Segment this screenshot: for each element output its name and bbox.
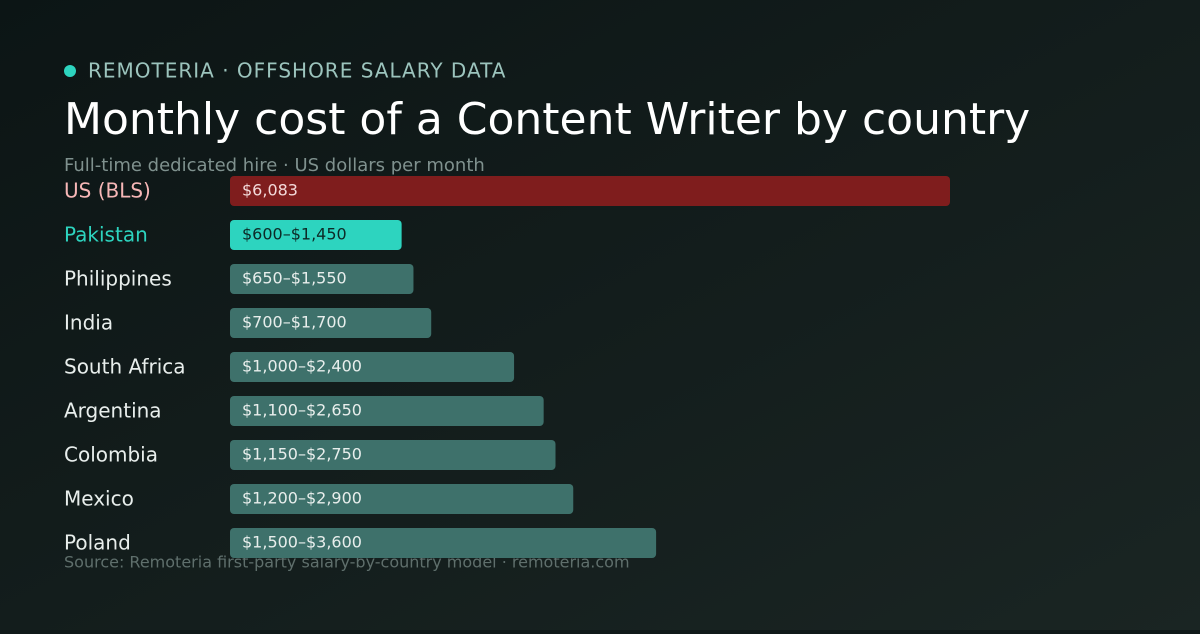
bar xyxy=(230,440,556,470)
category-label: Poland xyxy=(64,531,131,555)
bar xyxy=(230,176,950,206)
category-label: US (BLS) xyxy=(64,179,151,203)
value-label: $1,500–$3,600 xyxy=(242,533,362,552)
category-label: India xyxy=(64,311,113,335)
value-label: $1,150–$2,750 xyxy=(242,445,362,464)
category-label: South Africa xyxy=(64,355,186,379)
value-label: $1,000–$2,400 xyxy=(242,357,362,376)
category-label: Argentina xyxy=(64,399,162,423)
bar xyxy=(230,220,402,250)
category-label: Colombia xyxy=(64,443,158,467)
bar xyxy=(230,308,432,338)
category-label: Philippines xyxy=(64,267,172,291)
bar xyxy=(230,528,657,558)
category-label: Pakistan xyxy=(64,223,148,247)
bar xyxy=(230,264,414,294)
bar xyxy=(230,484,574,514)
brand-dot xyxy=(64,65,76,77)
value-label: $650–$1,550 xyxy=(242,269,347,288)
value-label: $1,200–$2,900 xyxy=(242,489,362,508)
bar xyxy=(230,396,544,426)
value-label: $1,100–$2,650 xyxy=(242,401,362,420)
value-label: $6,083 xyxy=(242,181,298,200)
chart-title: Monthly cost of a Content Writer by coun… xyxy=(64,94,1030,145)
bar xyxy=(230,352,515,382)
value-label: $600–$1,450 xyxy=(242,225,347,244)
value-label: $700–$1,700 xyxy=(242,313,347,332)
category-label: Mexico xyxy=(64,487,134,511)
chart-subtitle: Full-time dedicated hire · US dollars pe… xyxy=(64,155,485,176)
brand: REMOTERIA · OFFSHORE SALARY DATA xyxy=(88,59,506,83)
